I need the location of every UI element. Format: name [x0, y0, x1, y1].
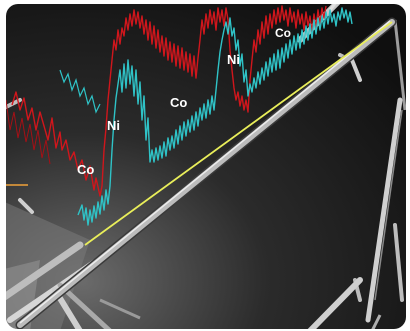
- ni-signal-trace: [77, 7, 353, 226]
- label-ni-left: Ni: [107, 118, 120, 133]
- label-co-right: Co: [275, 26, 291, 40]
- co-signal-trace: [11, 5, 327, 197]
- label-co-left: Co: [77, 162, 94, 177]
- label-co-middle: Co: [170, 95, 187, 110]
- main-nanowire: [15, 17, 397, 329]
- linescan-trace-line: [84, 21, 393, 246]
- label-ni-right: Ni: [227, 52, 240, 67]
